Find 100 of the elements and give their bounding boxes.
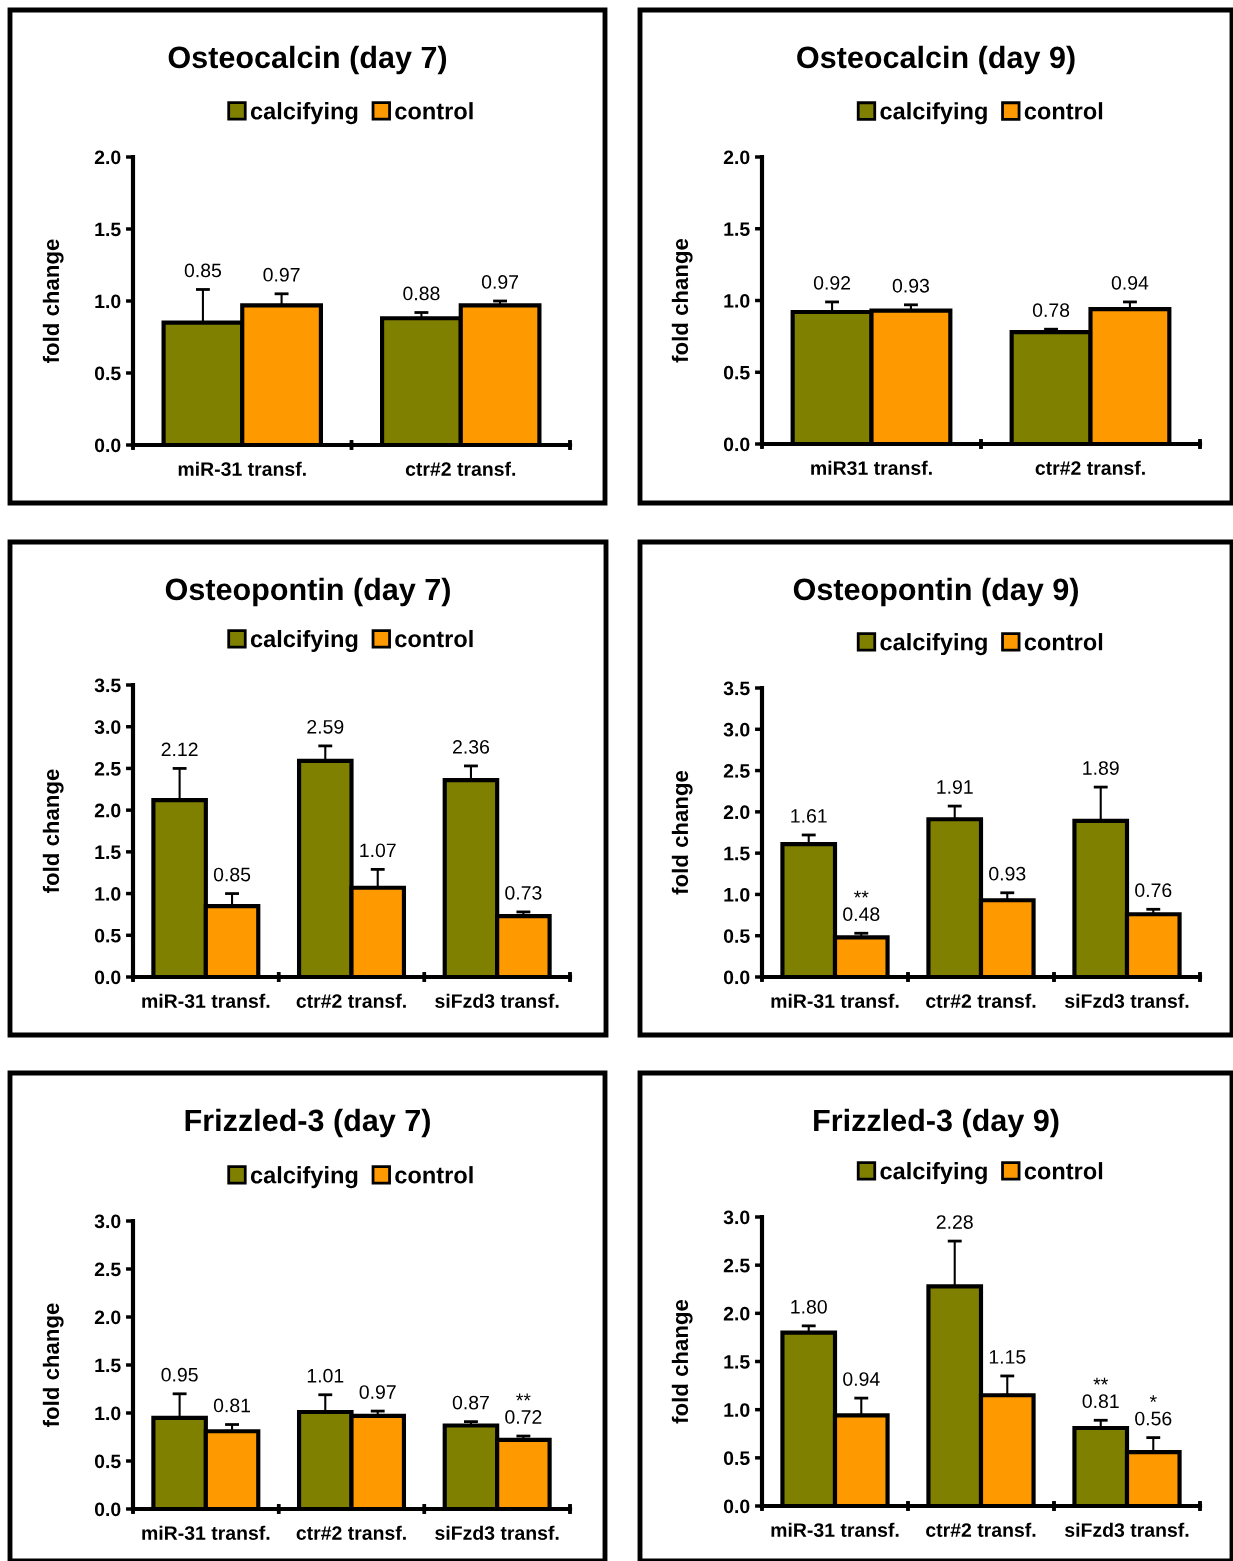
data-label: 0.97 [481, 275, 519, 289]
chart-title: Osteocalcin (day 7) [168, 45, 447, 75]
x-tick-label: siFzd3 transf. [435, 993, 559, 1008]
y-tick-label: 0.5 [723, 1451, 750, 1466]
data-label: 0.85 [213, 867, 251, 882]
legend-label: calcifying [250, 629, 358, 653]
y-tick-label: 1.0 [95, 294, 121, 309]
y-tick-label: 1.0 [95, 887, 121, 901]
y-tick-label: 2.0 [94, 1310, 121, 1325]
y-tick-label: 1.5 [724, 222, 750, 236]
data-label: ** 0.81 [1082, 1377, 1119, 1409]
y-tick-label: 0.0 [723, 1499, 750, 1514]
y-tick-label: 1.0 [724, 887, 750, 902]
x-tick-label: miR-31 transf. [178, 461, 306, 476]
y-tick-label: 2.5 [94, 761, 121, 776]
y-axis-title: fold change [671, 1299, 693, 1424]
y-tick-label: 0.5 [723, 929, 750, 943]
data-label: ** 0.72 [505, 1393, 542, 1424]
chart-title: Frizzled-3 (day 7) [185, 1108, 430, 1138]
data-label: 1.01 [307, 1368, 344, 1383]
y-tick-label: 3.5 [94, 678, 121, 693]
x-tick-label: siFzd3 transf. [1065, 1522, 1189, 1537]
x-tick-label: ctr#2 transf. [405, 461, 516, 476]
legend-label: control [1024, 102, 1103, 120]
y-tick-label: 1.0 [95, 1406, 121, 1421]
data-label: 2.59 [307, 719, 344, 734]
y-tick-label: 1.5 [95, 222, 121, 237]
y-tick-label: 1.5 [724, 846, 750, 861]
data-label: 0.97 [359, 1385, 396, 1399]
data-label: 0.76 [1135, 883, 1172, 898]
legend-label: calcifying [880, 1162, 987, 1185]
chart-title: Frizzled-3 (day 9) [814, 1108, 1059, 1138]
y-tick-label: 2.0 [94, 803, 121, 818]
y-axis-title: fold change [42, 239, 64, 363]
data-label: 1.91 [937, 780, 973, 794]
y-tick-label: 1.5 [724, 1355, 750, 1369]
x-tick-label: ctr#2 transf. [926, 993, 1036, 1008]
x-tick-label: ctr#2 transf. [296, 1525, 406, 1540]
y-tick-label: 1.0 [724, 1403, 750, 1417]
chart-title: Osteocalcin (day 9) [797, 45, 1075, 75]
y-tick-label: 2.0 [723, 805, 750, 820]
y-tick-label: 3.0 [723, 722, 750, 737]
legend-label: calcifying [880, 633, 987, 656]
x-tick-label: ctr#2 transf. [296, 993, 406, 1008]
data-label: ** 0.48 [843, 890, 880, 922]
data-label: 1.80 [791, 1299, 827, 1314]
x-tick-label: miR31 transf. [811, 460, 932, 475]
data-label: 2.36 [453, 739, 490, 754]
data-label: 0.85 [184, 263, 222, 278]
legend-label: control [395, 102, 473, 120]
data-label: 0.78 [1032, 303, 1070, 318]
y-tick-label: 0.5 [94, 366, 121, 381]
y-tick-label: 0.0 [723, 970, 750, 985]
y-tick-label: 2.0 [723, 1306, 750, 1321]
data-label: 0.94 [1111, 275, 1149, 290]
legend-label: calcifying [250, 1166, 358, 1189]
y-tick-label: 2.5 [94, 1262, 121, 1277]
x-tick-label: siFzd3 transf. [1065, 993, 1189, 1008]
data-label: 0.73 [505, 885, 542, 900]
y-tick-label: 3.0 [94, 1214, 121, 1229]
chart-title: Osteopontin (day 7) [165, 577, 450, 607]
x-tick-label: siFzd3 transf. [435, 1525, 559, 1540]
y-tick-label: 0.0 [94, 970, 121, 985]
y-tick-label: 2.5 [723, 1258, 750, 1273]
y-tick-label: 0.5 [723, 365, 750, 380]
x-tick-label: ctr#2 transf. [1035, 460, 1145, 475]
y-tick-label: 1.0 [724, 293, 750, 308]
x-tick-label: miR-31 transf. [771, 993, 899, 1008]
data-label: 2.28 [936, 1215, 973, 1229]
data-label: 1.07 [360, 843, 396, 858]
y-tick-label: 3.0 [94, 720, 121, 734]
y-axis-title: fold change [42, 1303, 64, 1427]
y-axis-title: fold change [42, 769, 64, 893]
data-label: 0.95 [161, 1367, 198, 1382]
y-tick-label: 1.5 [95, 1358, 121, 1373]
legend-label: calcifying [880, 102, 987, 125]
legend-label: control [395, 629, 473, 648]
data-label: 0.87 [452, 1395, 489, 1410]
y-tick-label: 2.5 [723, 764, 750, 778]
data-label: * 0.56 [1135, 1395, 1172, 1426]
y-tick-label: 0.0 [94, 438, 121, 453]
x-tick-label: miR-31 transf. [771, 1522, 899, 1537]
data-label: 0.88 [403, 286, 440, 301]
data-label: 0.92 [813, 275, 851, 290]
y-tick-label: 0.5 [94, 1454, 121, 1469]
y-tick-label: 2.0 [94, 150, 121, 165]
y-tick-label: 1.5 [95, 845, 121, 860]
x-tick-label: miR-31 transf. [142, 993, 270, 1008]
data-label: 1.89 [1083, 761, 1119, 775]
data-label: 0.94 [843, 1372, 880, 1386]
data-label: 1.61 [791, 809, 827, 823]
legend-label: control [395, 1166, 473, 1184]
y-tick-label: 3.0 [723, 1210, 750, 1225]
y-tick-label: 2.0 [723, 150, 750, 165]
legend-label: control [1024, 633, 1103, 651]
x-tick-label: miR-31 transf. [142, 1525, 270, 1540]
y-tick-label: 0.5 [94, 928, 121, 943]
y-axis-title: fold change [671, 238, 693, 363]
chart-title: Osteopontin (day 9) [793, 577, 1078, 607]
x-tick-label: ctr#2 transf. [926, 1522, 1036, 1537]
